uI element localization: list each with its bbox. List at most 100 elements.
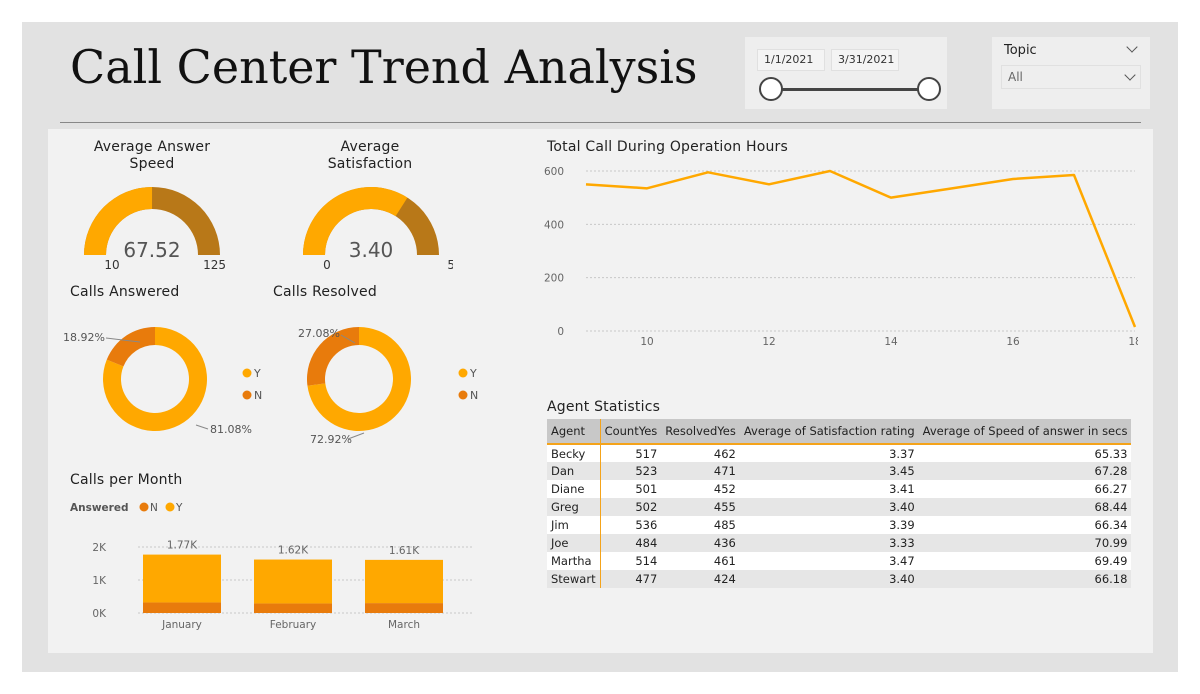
table-cell: 514: [600, 552, 662, 570]
bar-y-ticks: 0K 1K 2K: [92, 542, 107, 620]
chevron-down-icon[interactable]: [1124, 69, 1136, 81]
slice-leader-n: [340, 334, 356, 344]
topic-dropdown[interactable]: All: [1001, 65, 1141, 89]
table-row[interactable]: Martha 514 461 3.47 69.49: [547, 552, 1132, 570]
start-date-field[interactable]: 1/1/2021: [757, 49, 825, 71]
table-cell: 462: [661, 444, 740, 462]
y-tick-label: 0K: [92, 608, 107, 620]
donut-slice-y[interactable]: [103, 327, 207, 431]
report-canvas: Average Answer Speed 67.52 10 125 Averag…: [48, 129, 1153, 653]
table-row[interactable]: Becky 517 462 3.37 65.33: [547, 444, 1132, 462]
bar-marks: [143, 554, 443, 613]
table-cell: 477: [600, 570, 662, 588]
bar-total-label: 1.62K: [278, 545, 309, 557]
table-cell: 485: [661, 516, 740, 534]
table-row[interactable]: Stewart 477 424 3.40 66.18: [547, 570, 1132, 588]
table-cell: 461: [661, 552, 740, 570]
agent-name-cell: Joe: [547, 534, 601, 552]
operation-hours-line-chart[interactable]: 0 200 400 600 10 12 14 16 18: [538, 159, 1138, 349]
agent-name-cell: Stewart: [547, 570, 601, 588]
x-tick-label: 18: [1128, 336, 1138, 348]
bar-n-march[interactable]: [365, 603, 443, 613]
donut-slices: [103, 327, 207, 431]
table-cell: 436: [661, 534, 740, 552]
legend-label-y: Y: [175, 502, 183, 514]
col-agent[interactable]: Agent: [547, 419, 601, 445]
date-range-slicer[interactable]: 1/1/2021 3/31/2021: [745, 37, 947, 109]
bar-n-february[interactable]: [254, 603, 332, 613]
table-cell: 3.37: [739, 444, 919, 462]
slice-leader-n: [105, 337, 141, 343]
bar-total-labels: 1.77K 1.62K 1.61K: [167, 540, 420, 557]
table-cell: 66.18: [918, 570, 1132, 588]
donut-answered[interactable]: 18.92% 81.08% Y N: [58, 319, 268, 469]
topic-slicer[interactable]: Topic All: [992, 37, 1150, 109]
table-cell: 3.41: [739, 480, 919, 498]
table-row[interactable]: Greg 502 455 3.40 68.44: [547, 498, 1132, 516]
gauge-max-label: 5: [447, 258, 453, 272]
legend-dot-n: [139, 502, 149, 512]
table-cell: 455: [661, 498, 740, 516]
gauge-min-label: 0: [323, 258, 331, 272]
slice-label-y: 72.92%: [310, 433, 352, 446]
chevron-down-icon[interactable]: [1126, 41, 1138, 53]
table-header-row: Agent CountYes ResolvedYes Average of Sa…: [547, 419, 1132, 445]
gauge-answer-speed-title: Average Answer Speed: [93, 139, 211, 172]
line-x-ticks: 10 12 14 16 18: [640, 336, 1138, 348]
gauge-answer-speed[interactable]: 67.52 10 125: [76, 169, 236, 274]
legend-label-n: N: [470, 389, 478, 402]
date-slider-track[interactable]: [769, 88, 929, 91]
table-cell: 69.49: [918, 552, 1132, 570]
table-cell: 523: [600, 462, 662, 480]
bar-y-march[interactable]: [365, 559, 443, 604]
col-speed[interactable]: Average of Speed of answer in secs: [918, 419, 1132, 445]
gauge-value: 67.52: [123, 238, 180, 262]
table-cell: 3.40: [739, 498, 919, 516]
donut-resolved[interactable]: 27.08% 72.92% Y N: [260, 319, 480, 469]
legend-dot-y: [242, 368, 252, 378]
start-slider-handle[interactable]: [759, 77, 783, 101]
col-resolvedyes[interactable]: ResolvedYes: [661, 419, 740, 445]
table-cell: 501: [600, 480, 662, 498]
table-cell: 3.45: [739, 462, 919, 480]
topic-label: Topic: [1004, 43, 1037, 58]
end-slider-handle[interactable]: [917, 77, 941, 101]
gauge-min-label: 10: [104, 258, 119, 272]
gauge-max-label: 125: [203, 258, 226, 272]
table-cell: 517: [600, 444, 662, 462]
agent-name-cell: Becky: [547, 444, 601, 462]
y-tick-label: 0: [557, 326, 564, 338]
agent-name-cell: Dan: [547, 462, 601, 480]
end-date-field[interactable]: 3/31/2021: [831, 49, 899, 71]
table-cell: 65.33: [918, 444, 1132, 462]
agent-stats-table: Agent CountYes ResolvedYes Average of Sa…: [547, 419, 1132, 588]
slice-leader-y: [195, 424, 209, 430]
bar-y-february[interactable]: [254, 559, 332, 604]
slice-label-y: 81.08%: [210, 423, 252, 436]
x-tick-label: January: [161, 619, 202, 631]
donut-slice-y[interactable]: [307, 327, 411, 431]
y-tick-label: 400: [544, 219, 564, 231]
legend-dot-y: [165, 502, 175, 512]
table-cell: 70.99: [918, 534, 1132, 552]
bar-y-january[interactable]: [143, 554, 221, 603]
line-series: [585, 169, 1137, 328]
calls-per-month-chart[interactable]: Answered N Y 0K 1K 2K January February March…: [58, 497, 478, 647]
table-row[interactable]: Joe 484 436 3.33 70.99: [547, 534, 1132, 552]
agent-name-cell: Diane: [547, 480, 601, 498]
y-tick-label: 200: [544, 273, 564, 285]
table-cell: 3.39: [739, 516, 919, 534]
col-satisfaction[interactable]: Average of Satisfaction rating: [739, 419, 919, 445]
donut-slice-n[interactable]: [307, 327, 359, 386]
table-row[interactable]: Jim 536 485 3.39 66.34: [547, 516, 1132, 534]
donut-slice-n[interactable]: [106, 327, 155, 367]
slice-leader-y: [347, 432, 365, 440]
table-row[interactable]: Dan 523 471 3.45 67.28: [547, 462, 1132, 480]
gauge-satisfaction[interactable]: 3.40 0 5: [293, 169, 453, 274]
table-cell: 536: [600, 516, 662, 534]
bar-x-ticks: January February March: [161, 619, 420, 631]
col-countyes[interactable]: CountYes: [600, 419, 662, 445]
bar-n-january[interactable]: [143, 602, 221, 613]
table-row[interactable]: Diane 501 452 3.41 66.27: [547, 480, 1132, 498]
legend-dot-n: [242, 390, 252, 400]
